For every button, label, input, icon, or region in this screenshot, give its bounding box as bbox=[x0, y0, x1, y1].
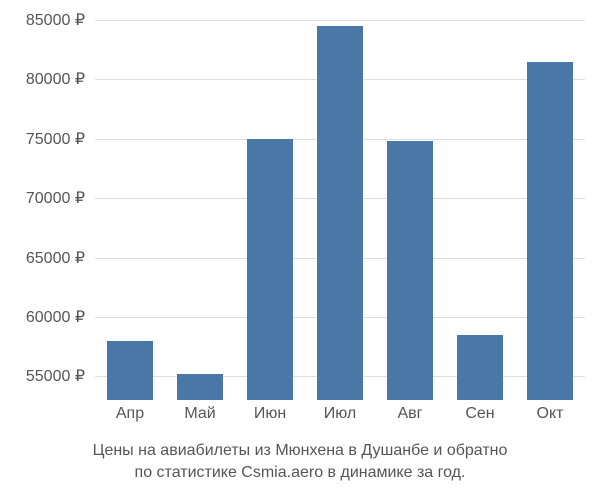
bar-slot bbox=[375, 20, 445, 400]
bar-slot bbox=[165, 20, 235, 400]
x-tick-label: Май bbox=[165, 405, 235, 423]
bar bbox=[177, 374, 223, 400]
bar-slot bbox=[95, 20, 165, 400]
x-tick-label: Июл bbox=[305, 405, 375, 423]
bar bbox=[247, 139, 293, 400]
y-axis: 55000 ₽ 60000 ₽ 65000 ₽ 70000 ₽ 75000 ₽ 80000… bbox=[0, 20, 90, 400]
y-tick-label: 75000 ₽ bbox=[26, 129, 85, 149]
caption-line-1: Цены на авиабилеты из Мюнхена в Душанбе … bbox=[0, 440, 600, 462]
caption-line-2: по статистике Csmia.aero в динамике за г… bbox=[0, 462, 600, 484]
y-tick-label: 85000 ₽ bbox=[26, 10, 85, 30]
y-tick-label: 55000 ₽ bbox=[26, 366, 85, 386]
x-tick-label: Июн bbox=[235, 405, 305, 423]
bar-slot bbox=[515, 20, 585, 400]
y-tick-label: 80000 ₽ bbox=[26, 69, 85, 89]
x-axis: АпрМайИюнИюлАвгСенОкт bbox=[95, 405, 585, 423]
chart-caption: Цены на авиабилеты из Мюнхена в Душанбе … bbox=[0, 440, 600, 483]
price-chart: 55000 ₽ 60000 ₽ 65000 ₽ 70000 ₽ 75000 ₽ 80000… bbox=[0, 0, 600, 500]
bar-slot bbox=[235, 20, 305, 400]
plot-area bbox=[95, 20, 585, 400]
bar bbox=[107, 341, 153, 400]
x-tick-label: Сен bbox=[445, 405, 515, 423]
bar bbox=[317, 26, 363, 400]
bar bbox=[387, 141, 433, 400]
x-tick-label: Авг bbox=[375, 405, 445, 423]
bars-group bbox=[95, 20, 585, 400]
bar bbox=[527, 62, 573, 400]
bar bbox=[457, 335, 503, 400]
x-tick-label: Апр bbox=[95, 405, 165, 423]
x-tick-label: Окт bbox=[515, 405, 585, 423]
y-tick-label: 70000 ₽ bbox=[26, 188, 85, 208]
y-tick-label: 60000 ₽ bbox=[26, 307, 85, 327]
bar-slot bbox=[305, 20, 375, 400]
bar-slot bbox=[445, 20, 515, 400]
y-tick-label: 65000 ₽ bbox=[26, 248, 85, 268]
